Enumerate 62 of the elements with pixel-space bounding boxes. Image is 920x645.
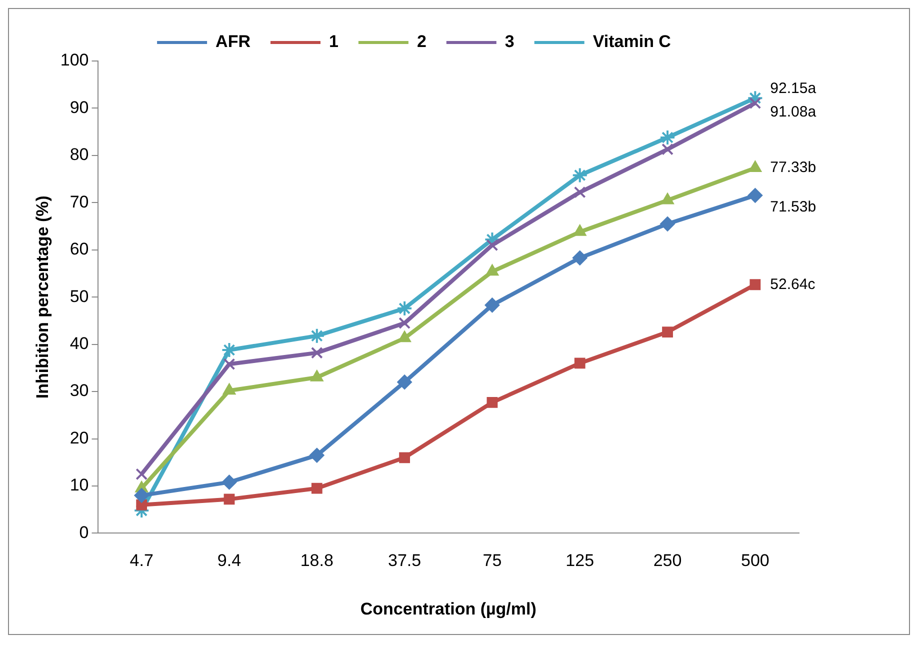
point — [660, 216, 676, 232]
legend-label: 2 — [416, 32, 426, 52]
point — [572, 167, 588, 184]
x-tick-label: 125 — [566, 551, 594, 570]
y-tick-label: 60 — [70, 240, 89, 259]
point — [221, 342, 238, 358]
x-tick-label: 75 — [482, 551, 502, 570]
point — [309, 448, 324, 463]
point — [660, 129, 676, 146]
annotation: 91.08a — [770, 103, 817, 120]
point — [574, 358, 586, 369]
point — [486, 239, 498, 252]
y-axis-title: Inhibition percentage (%) — [32, 196, 52, 399]
x-tick-label: 9.4 — [217, 551, 242, 570]
point — [572, 250, 588, 266]
point — [749, 97, 762, 110]
y-tick-label: 100 — [60, 50, 89, 70]
y-tick-label: 10 — [70, 476, 89, 495]
point — [748, 188, 763, 203]
legend-label: AFR — [216, 32, 251, 52]
y-tick-label: 80 — [70, 145, 89, 164]
point — [310, 346, 323, 359]
y-tick-label: 30 — [70, 381, 89, 400]
point — [222, 474, 237, 490]
point — [574, 186, 586, 198]
point — [311, 482, 322, 494]
point — [486, 396, 498, 408]
legend-label: 3 — [504, 32, 514, 52]
point — [662, 143, 674, 156]
point — [224, 494, 235, 505]
point — [136, 468, 148, 480]
point — [398, 317, 411, 330]
point — [134, 488, 150, 503]
point — [397, 374, 412, 390]
legend-label: Vitamin C — [592, 32, 671, 52]
y-tick-label: 40 — [70, 334, 89, 354]
y-tick-label: 90 — [70, 98, 89, 117]
x-tick-label: 18.8 — [300, 551, 334, 570]
x-tick-label: 250 — [653, 551, 682, 570]
point — [484, 231, 500, 248]
annotation: 92.15a — [770, 80, 817, 98]
y-tick-label: 0 — [79, 522, 89, 542]
y-tick-label: 50 — [70, 286, 89, 306]
point — [396, 300, 413, 316]
point — [223, 358, 236, 370]
point — [748, 160, 762, 172]
annotation: 77.33b — [770, 159, 816, 176]
y-tick-label: 20 — [70, 428, 89, 448]
y-tick-label: 70 — [70, 192, 89, 212]
point — [662, 326, 673, 338]
x-tick-label: 500 — [740, 551, 770, 570]
point — [308, 328, 325, 344]
point — [750, 279, 761, 290]
point — [484, 298, 500, 313]
point — [747, 90, 764, 106]
x-axis-title: Concentration (µg/ml) — [360, 599, 536, 618]
annotation: 71.53b — [770, 198, 816, 216]
x-tick-label: 4.7 — [130, 551, 154, 570]
point — [399, 452, 410, 464]
annotation: 52.64c — [770, 276, 816, 293]
legend-label: 1 — [328, 32, 338, 52]
x-tick-label: 37.5 — [388, 551, 422, 570]
